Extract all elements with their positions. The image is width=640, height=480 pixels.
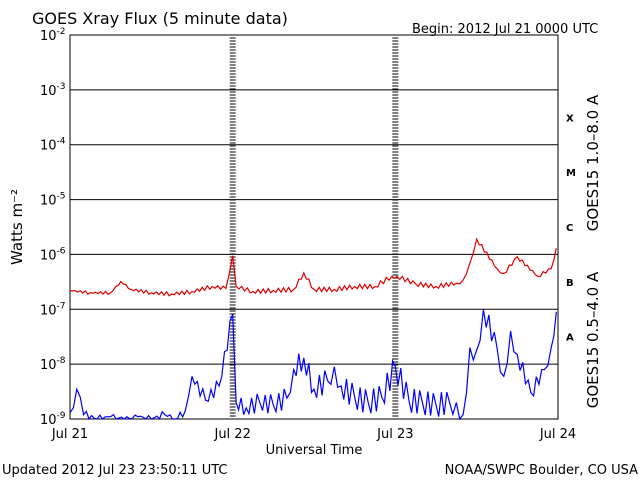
flare-class-label: X	[566, 113, 574, 124]
legend-long-channel: GOES15 1.0–8.0 A	[584, 94, 602, 231]
y-tick-label: 10-2	[40, 27, 66, 44]
day-divider-ticks	[229, 34, 399, 417]
y-tick-label: 10-6	[40, 246, 66, 263]
decade-gridlines	[70, 89, 558, 365]
x-tick-label: Jul 24	[539, 427, 576, 442]
y-tick-label: 10-9	[40, 411, 66, 428]
long-channel-line	[69, 237, 557, 297]
x-tick-labels: Jul 21 Jul 22 Jul 23 Jul 24	[51, 427, 576, 442]
flux-series	[69, 237, 557, 421]
y-tick-label: 10-7	[40, 301, 66, 318]
flare-class-label: M	[566, 168, 576, 179]
y-tick-label: 10-8	[40, 356, 66, 373]
flare-class-label: B	[566, 278, 574, 289]
y-tick-label: 10-5	[40, 192, 66, 209]
y-axis-label: Watts m⁻²	[8, 189, 26, 265]
x-tick-label: Jul 22	[213, 427, 250, 442]
credit-label: NOAA/SWPC Boulder, CO USA	[445, 463, 638, 478]
flare-class-labels: X M C B A	[566, 113, 576, 343]
y-tick-label: 10-4	[40, 137, 66, 154]
legend-short-channel: GOES15 0.5–4.0 A	[584, 271, 602, 408]
y-tick-label: 10-3	[40, 82, 66, 99]
x-tick-label: Jul 21	[51, 427, 88, 442]
chart-title: GOES Xray Flux (5 minute data)	[32, 9, 288, 28]
x-tick-label: Jul 23	[376, 427, 413, 442]
flare-class-label: A	[566, 333, 574, 344]
begin-label: Begin: 2012 Jul 21 0000 UTC	[412, 22, 598, 37]
plot-frame	[69, 34, 559, 420]
updated-label: Updated 2012 Jul 23 23:50:11 UTC	[2, 463, 227, 478]
y-tick-labels: 10-9 10-8 10-7 10-6 10-5 10-4 10-3 10-2	[40, 27, 66, 428]
short-channel-line	[69, 309, 557, 421]
x-axis-label: Universal Time	[266, 443, 363, 458]
flare-class-label: C	[566, 223, 573, 234]
